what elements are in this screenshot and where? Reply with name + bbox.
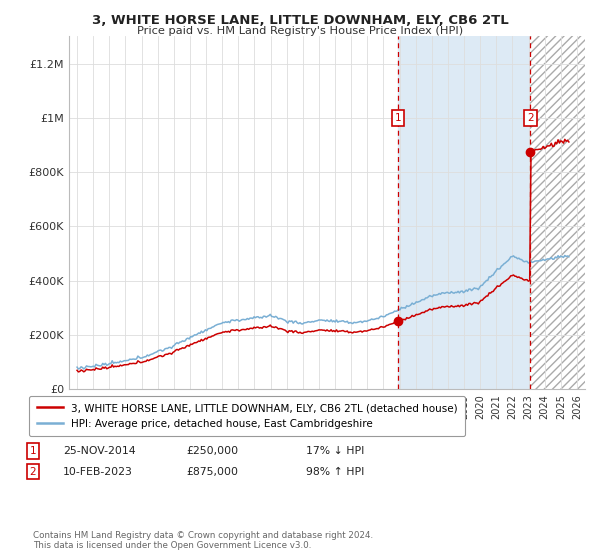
Text: £250,000: £250,000 (186, 446, 238, 456)
Text: 25-NOV-2014: 25-NOV-2014 (63, 446, 136, 456)
Text: 3, WHITE HORSE LANE, LITTLE DOWNHAM, ELY, CB6 2TL: 3, WHITE HORSE LANE, LITTLE DOWNHAM, ELY… (92, 14, 508, 27)
Text: 2: 2 (527, 113, 533, 123)
Legend: 3, WHITE HORSE LANE, LITTLE DOWNHAM, ELY, CB6 2TL (detached house), HPI: Average: 3, WHITE HORSE LANE, LITTLE DOWNHAM, ELY… (29, 396, 465, 436)
Text: 1: 1 (395, 113, 401, 123)
Text: 2: 2 (29, 466, 37, 477)
Text: 10-FEB-2023: 10-FEB-2023 (63, 466, 133, 477)
Bar (398, 36, 530, 389)
Bar (530, 36, 585, 389)
Text: 1: 1 (29, 446, 37, 456)
Text: 17% ↓ HPI: 17% ↓ HPI (306, 446, 364, 456)
Text: 98% ↑ HPI: 98% ↑ HPI (306, 466, 364, 477)
Text: £875,000: £875,000 (186, 466, 238, 477)
Text: Contains HM Land Registry data © Crown copyright and database right 2024.
This d: Contains HM Land Registry data © Crown c… (33, 531, 373, 550)
Text: Price paid vs. HM Land Registry's House Price Index (HPI): Price paid vs. HM Land Registry's House … (137, 26, 463, 36)
